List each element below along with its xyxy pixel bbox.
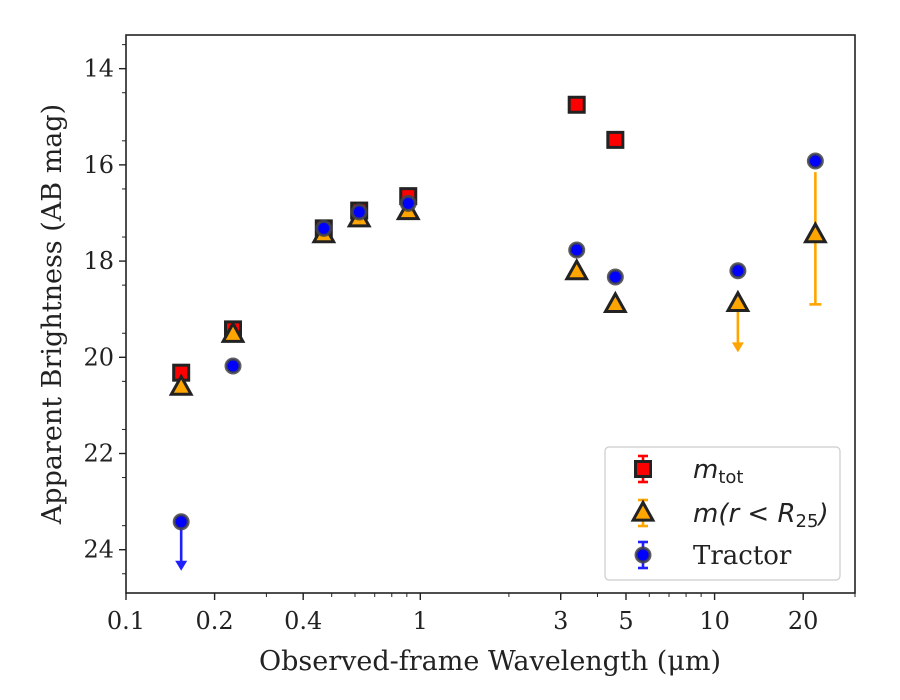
plot-frame (125, 34, 856, 594)
y-tick-label: 22 (83, 440, 114, 468)
series-circle (172, 152, 824, 571)
x-tick-label: 1 (413, 607, 428, 635)
legend-entry: Tractor (634, 540, 792, 571)
data-point (802, 221, 828, 244)
x-axis-label: Observed-frame Wavelength (μm) (259, 646, 721, 677)
legend-marker (634, 546, 652, 564)
y-tick-label: 18 (83, 247, 114, 275)
upper-limit-arrow-head (175, 560, 188, 571)
y-axis-label: Apparent Brightness (AB mag) (37, 104, 68, 525)
x-tick-label: 0.4 (284, 607, 322, 635)
data-point (602, 290, 628, 314)
data-point (564, 258, 590, 281)
data-point (729, 262, 747, 280)
legend: mtot m(r < R25) Tractor (604, 446, 841, 581)
data-point (168, 373, 194, 396)
legend-marker (630, 499, 656, 522)
data-point (220, 320, 246, 343)
x-tick-label: 5 (618, 607, 633, 635)
data-point (606, 130, 625, 149)
data-point (224, 357, 242, 375)
x-tick-label: 0.1 (107, 607, 145, 635)
data-point (399, 194, 417, 212)
y-tick-label: 24 (83, 536, 114, 564)
legend-label: m(r < R25) (693, 499, 829, 532)
y-tick-label: 20 (83, 343, 114, 371)
y-tick-label: 16 (83, 151, 114, 179)
data-point (568, 241, 586, 259)
y-tick-label: 14 (83, 55, 114, 83)
data-point (172, 513, 190, 531)
x-tick-label: 0.2 (196, 607, 234, 635)
data-point (350, 203, 368, 221)
x-axis-ticks: 0.1 0.2 0.4 1 3 5 10 20 (107, 593, 856, 635)
data-point (567, 95, 586, 114)
data-point (725, 289, 751, 313)
data-point (315, 219, 333, 237)
y-axis-ticks: 14 16 18 20 22 24 (83, 44, 126, 575)
legend-label: Tractor (693, 541, 792, 571)
x-tick-label: 10 (699, 607, 730, 635)
legend-label: mtot (693, 455, 743, 488)
x-tick-label: 20 (788, 607, 819, 635)
upper-limit-arrow-head (731, 342, 744, 353)
legend-items: mtot m(r < R25) Tractor (630, 454, 829, 571)
chart-marks (168, 95, 828, 571)
legend-entry: mtot (634, 454, 743, 488)
legend-marker (634, 460, 652, 478)
data-point (606, 268, 624, 286)
data-point (806, 152, 824, 170)
x-tick-label: 3 (553, 607, 568, 635)
legend-box (604, 446, 841, 581)
legend-entry: m(r < R25) (630, 498, 829, 532)
